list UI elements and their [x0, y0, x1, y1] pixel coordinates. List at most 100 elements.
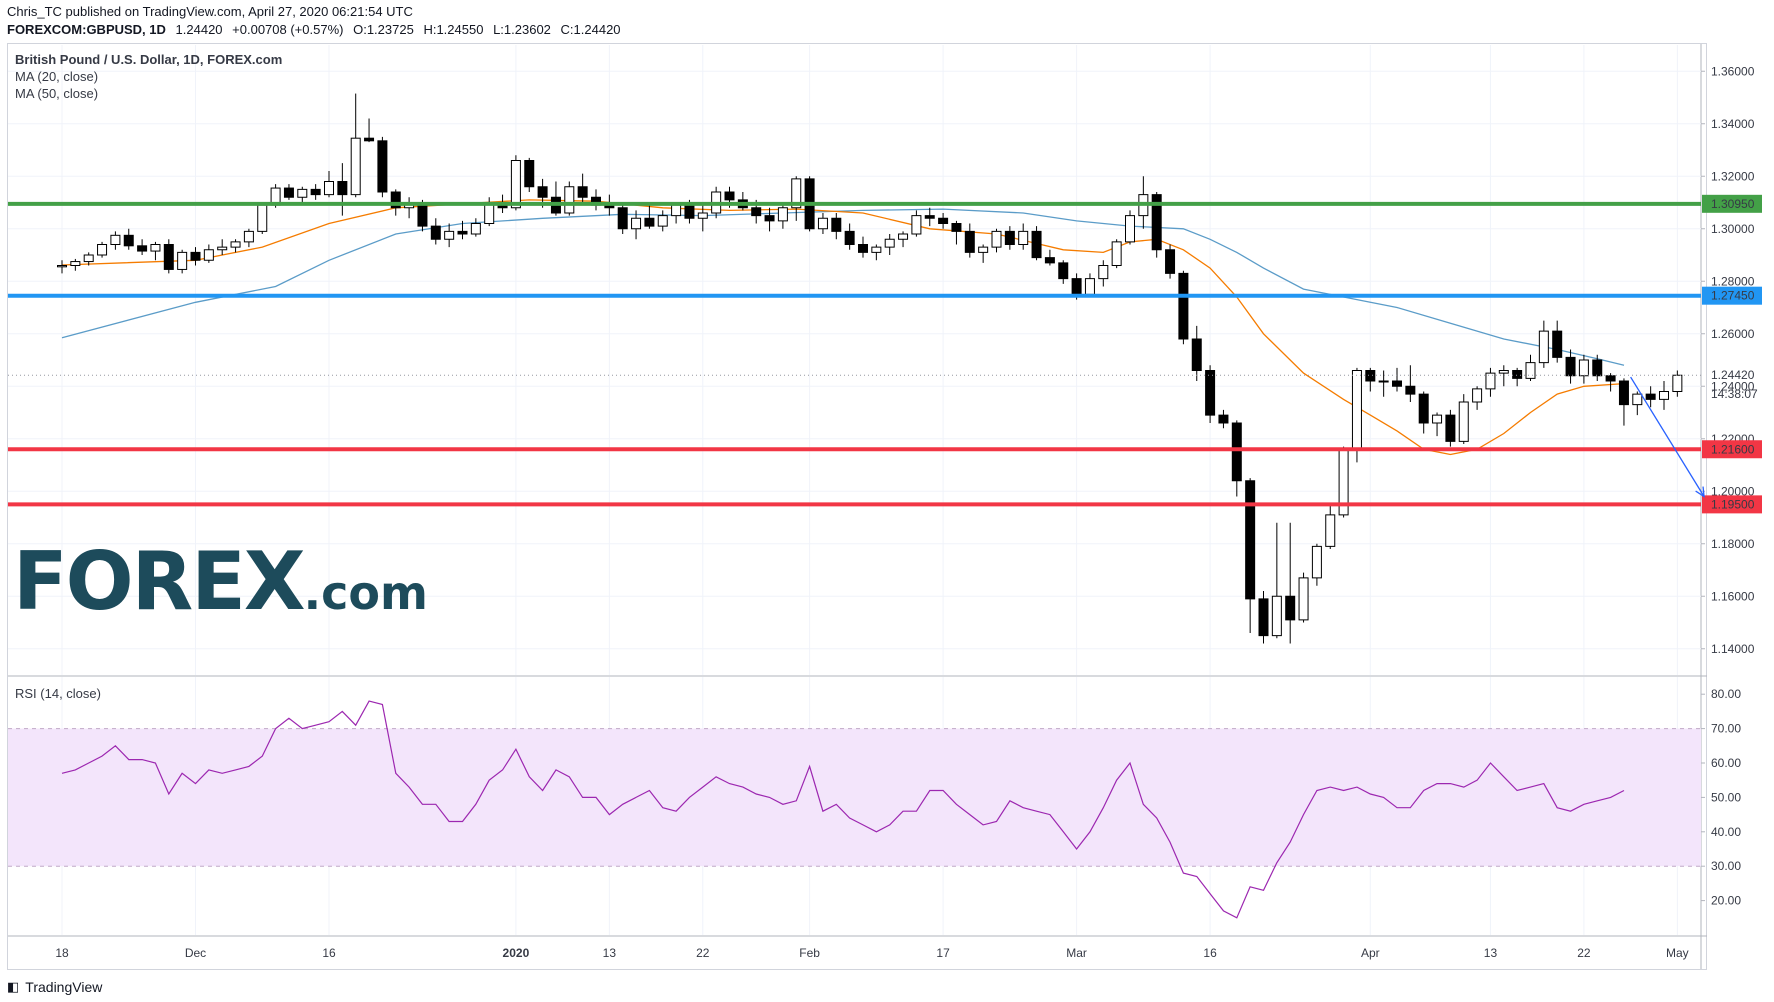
rsi-line: [61, 700, 1625, 919]
candle-body-down: [1178, 272, 1189, 340]
price-tick-label: 1.36000: [1711, 64, 1755, 78]
candle: [1605, 373, 1616, 392]
candle: [430, 218, 441, 245]
date-tick-label: Dec: [185, 946, 206, 960]
candle-body-down: [537, 186, 548, 198]
candle-body-up: [510, 160, 521, 209]
rsi-band: [8, 728, 1701, 867]
candle-body-down: [1058, 262, 1069, 280]
candle: [337, 163, 348, 216]
candle-body-down: [377, 140, 388, 193]
candle-body-up: [230, 241, 241, 248]
candle: [1445, 409, 1456, 447]
rsi-tick-label: 40.00: [1711, 825, 1741, 839]
date-tick-label: 16: [322, 946, 336, 960]
candle-body-down: [1071, 278, 1082, 295]
candle-body-up: [177, 251, 188, 270]
candle: [524, 157, 535, 192]
candle: [1632, 391, 1643, 416]
candle: [1659, 381, 1669, 410]
candle: [964, 223, 975, 258]
price-tick-label: 1.24000: [1711, 379, 1755, 393]
candle: [1191, 325, 1202, 381]
candle-body-down: [1205, 370, 1216, 416]
candle: [70, 258, 81, 271]
date-tick-label: 17: [936, 946, 950, 960]
candle: [1058, 260, 1069, 284]
candle-body-down: [1365, 370, 1376, 382]
candle: [1512, 367, 1523, 387]
candle-body-down: [1245, 480, 1256, 600]
candle: [150, 241, 161, 261]
tradingview-footer[interactable]: ◧ TradingView: [7, 979, 102, 995]
candle: [324, 171, 334, 198]
last-price: 1.24420: [175, 22, 223, 37]
candle: [1218, 409, 1229, 429]
price-tick-label: 1.34000: [1711, 117, 1755, 131]
candle: [230, 239, 241, 253]
candle-body-up: [1472, 388, 1483, 403]
price-tick-label: 1.14000: [1711, 642, 1755, 656]
candle: [1111, 239, 1122, 269]
candle-body-down: [951, 223, 962, 232]
candle: [1592, 354, 1603, 381]
candle: [844, 223, 855, 250]
candle-body-up: [911, 215, 922, 235]
candle: [631, 210, 642, 240]
candle-body-down: [1165, 249, 1176, 274]
level-label: 1.27450: [1711, 289, 1755, 303]
candle-body-up: [1659, 391, 1669, 400]
candle: [1672, 370, 1683, 397]
candle: [1178, 270, 1189, 345]
candle: [924, 207, 935, 227]
candle-body-up: [1458, 401, 1469, 442]
candle-body-down: [1004, 230, 1015, 245]
rsi-tick-label: 30.00: [1711, 859, 1741, 873]
candle-body-down: [938, 217, 949, 224]
candle: [110, 231, 121, 250]
candle: [1285, 522, 1296, 644]
open-label: O:: [353, 22, 367, 37]
candle: [791, 176, 802, 221]
candle: [898, 231, 909, 248]
candle-body-up: [243, 230, 254, 243]
rsi-tick-label: 50.00: [1711, 790, 1741, 804]
candle-body-down: [1552, 330, 1563, 358]
candle: [764, 207, 775, 232]
candle-body-up: [1311, 545, 1322, 579]
candle: [644, 205, 655, 229]
candle: [1031, 226, 1042, 261]
candle: [777, 205, 788, 229]
candle-body-up: [1084, 278, 1095, 295]
candle-body-down: [417, 202, 428, 227]
candle-body-up: [1098, 265, 1109, 280]
candle: [1205, 365, 1216, 423]
candle: [1231, 420, 1242, 497]
candle-body-down: [1618, 380, 1629, 406]
candle: [1498, 365, 1509, 387]
candle-body-up: [83, 254, 94, 263]
level-label: 1.21600: [1711, 442, 1755, 456]
candle: [364, 118, 375, 143]
candle: [457, 220, 468, 240]
candle: [951, 220, 962, 245]
candle: [1298, 572, 1309, 623]
candle-body-up: [991, 230, 1002, 248]
candle-body-up: [564, 186, 575, 214]
candle-body-down: [123, 234, 134, 247]
candle: [871, 244, 882, 261]
candle-body-down: [831, 217, 842, 232]
candle-body-down: [724, 191, 735, 201]
candle-body-up: [791, 178, 802, 209]
rsi-tick-label: 20.00: [1711, 894, 1741, 908]
close-label: C:: [560, 22, 574, 37]
candle: [1125, 210, 1135, 245]
candle: [257, 202, 268, 234]
level-label-box: [1702, 286, 1762, 305]
candle-body-down: [1218, 414, 1229, 424]
price-tick-label: 1.16000: [1711, 589, 1755, 603]
candle: [377, 136, 388, 198]
candle-body-down: [1645, 393, 1656, 400]
candle-body-down: [390, 191, 401, 209]
